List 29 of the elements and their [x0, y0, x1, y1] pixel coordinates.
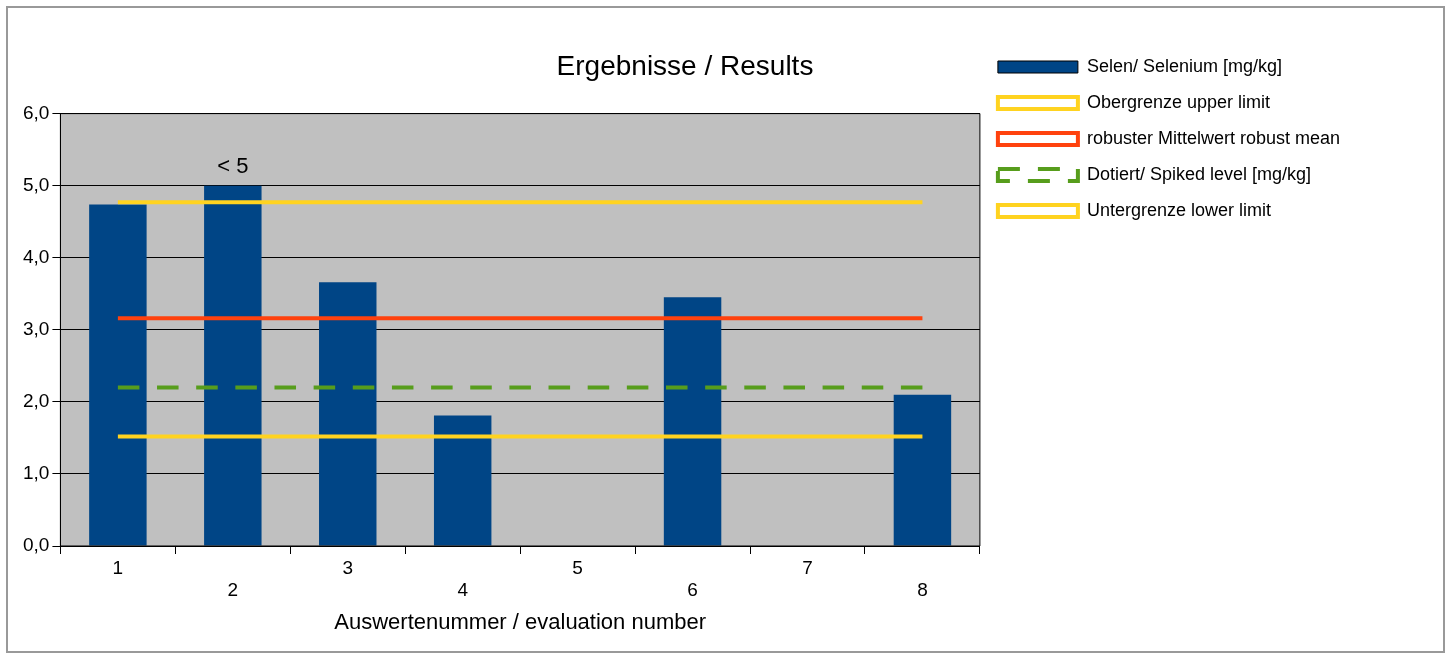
- bar: [89, 204, 147, 546]
- x-tick-label: 7: [802, 556, 813, 578]
- y-tick-label: 3,0: [22, 318, 50, 340]
- bar: [204, 185, 262, 546]
- legend-label: Dotiert/ Spiked level [mg/kg]: [1086, 163, 1312, 184]
- x-tick-label: 1: [112, 556, 124, 578]
- legend-label: Obergrenze upper limit: [1086, 91, 1270, 112]
- y-tick-label: 1,0: [22, 462, 50, 484]
- annotation: < 5: [217, 152, 249, 178]
- bar: [433, 415, 492, 546]
- y-tick-label: 6,0: [22, 101, 50, 123]
- chart-title: Ergebnisse / Results: [556, 49, 814, 81]
- x-tick-label: 6: [687, 579, 698, 601]
- y-tick-label: 4,0: [22, 245, 50, 267]
- x-tick-label: 3: [342, 556, 354, 578]
- y-tick-label: 5,0: [22, 173, 50, 195]
- x-tick-label: 2: [227, 579, 239, 601]
- bar: [319, 282, 377, 546]
- y-tick-label: 0,0: [22, 534, 50, 556]
- x-tick-label: 8: [917, 579, 928, 601]
- legend-label: Selen/ Selenium [mg/kg]: [1086, 55, 1283, 76]
- x-tick-label: 4: [457, 579, 469, 601]
- legend-label: robuster Mittelwert robust mean: [1086, 127, 1341, 148]
- bar: [893, 394, 952, 546]
- legend-label: Untergrenze lower limit: [1086, 199, 1271, 220]
- bar: [663, 297, 722, 546]
- x-tick-label: 5: [572, 556, 583, 578]
- y-tick-label: 2,0: [22, 390, 50, 412]
- x-axis-title: Auswertenummer / evaluation number: [334, 608, 707, 634]
